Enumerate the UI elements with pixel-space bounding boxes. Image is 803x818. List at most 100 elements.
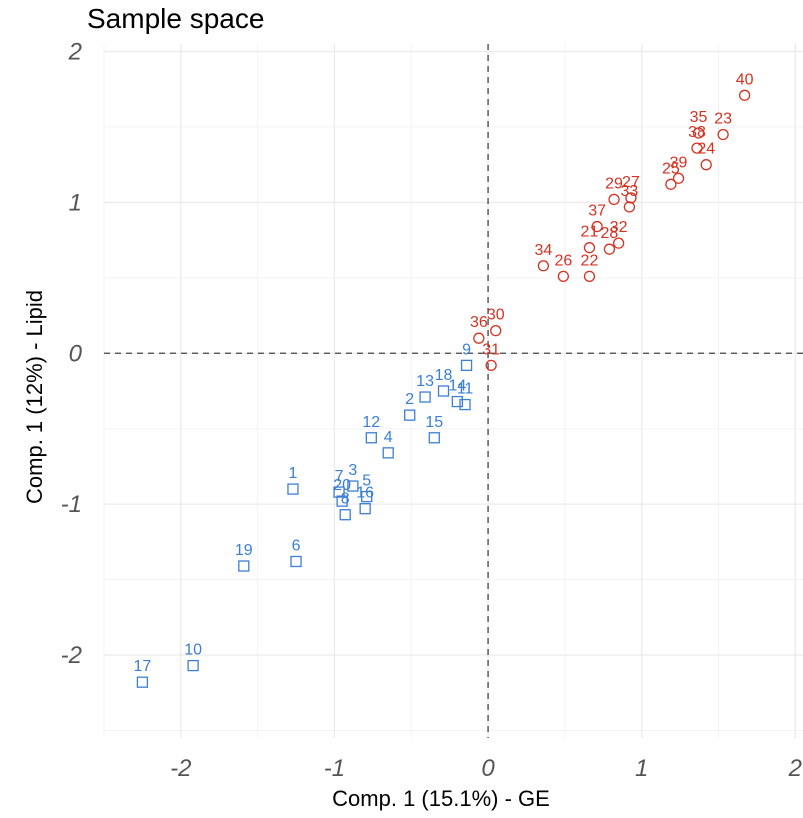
data-point-4 — [382, 447, 394, 459]
data-point-29 — [608, 193, 620, 206]
data-point-14 — [451, 395, 463, 408]
data-point-32 — [612, 237, 625, 249]
data-point-20 — [336, 495, 348, 507]
data-point-36 — [473, 332, 485, 344]
data-label-22: 22 — [581, 252, 599, 269]
data-point-26 — [557, 270, 569, 282]
data-point-22 — [583, 270, 596, 282]
data-label-18: 18 — [435, 367, 453, 384]
data-point-18 — [437, 385, 450, 397]
data-label-11: 11 — [457, 381, 474, 398]
data-point-1 — [287, 483, 299, 495]
data-label-24: 24 — [697, 141, 715, 158]
x-tick-label: 1 — [635, 755, 648, 782]
data-point-5 — [361, 490, 373, 503]
data-point-38 — [691, 142, 703, 154]
data-label-21: 21 — [581, 224, 599, 241]
data-label-31: 31 — [482, 341, 500, 358]
data-label-28: 28 — [601, 225, 619, 242]
data-point-40 — [738, 89, 751, 101]
data-point-11 — [459, 398, 471, 411]
data-label-8: 8 — [341, 491, 350, 508]
data-label-16: 16 — [356, 485, 374, 502]
data-point-16 — [359, 503, 371, 515]
data-point-10 — [187, 659, 199, 672]
data-point-21 — [583, 242, 596, 254]
y-tick-label: -2 — [61, 642, 82, 669]
data-label-26: 26 — [554, 252, 572, 269]
data-label-20: 20 — [333, 477, 351, 494]
data-point-19 — [238, 560, 250, 572]
data-label-17: 17 — [134, 658, 152, 675]
data-point-24 — [700, 159, 712, 171]
data-point-23 — [717, 128, 729, 141]
data-label-27: 27 — [622, 174, 640, 191]
data-point-15 — [428, 432, 440, 444]
data-label-38: 38 — [688, 124, 706, 141]
data-point-13 — [419, 391, 431, 403]
data-point-33 — [623, 201, 636, 213]
data-label-14: 14 — [448, 378, 466, 395]
data-label-2: 2 — [405, 391, 414, 408]
data-point-39 — [672, 172, 685, 184]
data-point-2 — [404, 409, 416, 421]
data-label-1: 1 — [289, 465, 298, 482]
chart-title: Sample space — [87, 3, 265, 34]
data-label-12: 12 — [362, 414, 380, 431]
data-label-7: 7 — [335, 468, 344, 485]
major-grid — [104, 44, 803, 738]
data-label-35: 35 — [690, 109, 708, 126]
data-point-28 — [603, 243, 616, 255]
data-point-30 — [490, 325, 502, 337]
data-label-3: 3 — [348, 462, 357, 479]
data-label-5: 5 — [362, 473, 371, 490]
data-point-27 — [625, 192, 637, 204]
data-label-15: 15 — [425, 414, 443, 431]
data-point-3 — [347, 480, 359, 492]
y-tick-label: 2 — [68, 39, 82, 66]
data-label-10: 10 — [184, 642, 202, 659]
data-point-12 — [365, 432, 377, 444]
data-point-34 — [537, 260, 550, 272]
data-label-30: 30 — [487, 307, 505, 324]
data-point-9 — [460, 359, 473, 372]
reference-lines — [104, 44, 803, 738]
x-tick-label: 2 — [788, 755, 802, 782]
x-tick-label: 0 — [481, 755, 495, 782]
data-point-17 — [136, 676, 149, 688]
data-label-29: 29 — [605, 175, 623, 192]
y-axis-title: Comp. 1 (12%) - Lipid — [22, 290, 47, 504]
data-label-37: 37 — [588, 203, 606, 220]
data-point-37 — [591, 220, 603, 233]
data-label-23: 23 — [714, 111, 732, 128]
y-tick-label: 0 — [69, 340, 83, 367]
data-label-36: 36 — [470, 314, 488, 331]
data-label-32: 32 — [610, 219, 628, 236]
data-label-13: 13 — [416, 373, 434, 390]
y-tick-label: -1 — [61, 491, 82, 518]
data-label-6: 6 — [292, 537, 301, 554]
data-label-34: 34 — [534, 242, 552, 259]
data-label-40: 40 — [736, 71, 754, 88]
data-label-39: 39 — [670, 154, 688, 171]
data-point-31 — [485, 359, 497, 372]
minor-grid — [103, 44, 803, 738]
y-tick-label: 1 — [69, 189, 82, 216]
x-tick-label: -2 — [170, 755, 191, 782]
data-point-8 — [339, 509, 351, 521]
x-axis-title: Comp. 1 (15.1%) - GE — [332, 786, 550, 811]
data-label-33: 33 — [621, 183, 639, 200]
data-point-6 — [290, 555, 302, 568]
data-label-19: 19 — [235, 542, 253, 559]
x-tick-label: -1 — [324, 755, 345, 782]
data-label-25: 25 — [662, 160, 680, 177]
data-label-9: 9 — [462, 341, 471, 358]
data-label-4: 4 — [384, 429, 393, 446]
data-point-7 — [333, 486, 345, 498]
data-point-35 — [692, 127, 705, 139]
